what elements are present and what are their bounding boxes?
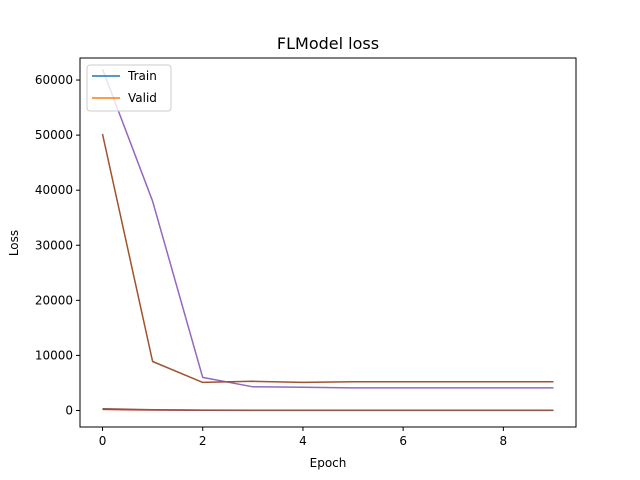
- x-tick-label: 8: [500, 434, 508, 448]
- x-tick-label: 6: [399, 434, 407, 448]
- y-tick-label: 30000: [35, 238, 73, 252]
- x-tick-label: 0: [99, 434, 107, 448]
- y-tick-label: 20000: [35, 293, 73, 307]
- x-tick-label: 4: [299, 434, 307, 448]
- y-tick-label: 50000: [35, 128, 73, 142]
- legend-label-valid: Valid: [128, 91, 157, 105]
- y-tick-label: 40000: [35, 183, 73, 197]
- legend-label-train: Train: [127, 69, 157, 83]
- plot-lines: [101, 68, 554, 412]
- series-line-4: [102, 408, 554, 412]
- y-axis-ticks: 0 10000 20000 30000 40000 50000 60000: [35, 73, 80, 417]
- chart-title: FLModel loss: [277, 34, 379, 53]
- x-tick-label: 2: [199, 434, 207, 448]
- x-axis-ticks: 0 2 4 6 8: [99, 427, 507, 448]
- series-line-1: [101, 68, 554, 389]
- series-line-2: [101, 133, 554, 384]
- y-axis-label: Loss: [7, 230, 21, 256]
- legend: Train Valid: [86, 64, 172, 112]
- y-tick-label: 0: [65, 403, 73, 417]
- y-tick-label: 60000: [35, 73, 73, 87]
- plot-frame: [79, 57, 577, 428]
- y-tick-label: 10000: [35, 348, 73, 362]
- x-axis-label: Epoch: [310, 456, 347, 470]
